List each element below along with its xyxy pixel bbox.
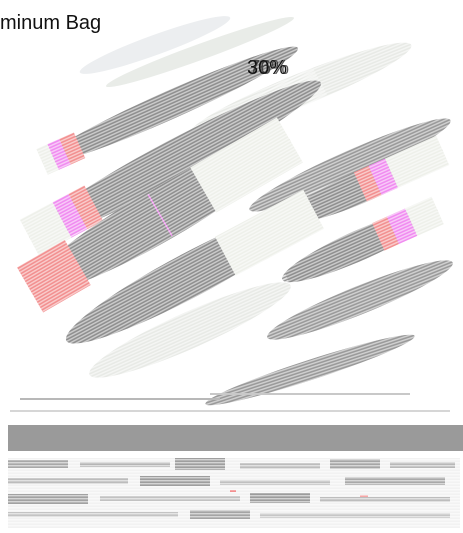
leaf-shape bbox=[262, 249, 458, 351]
scanline-streaks bbox=[10, 393, 450, 412]
overlay-percentage: 30% bbox=[247, 57, 288, 79]
leaf-shape bbox=[105, 16, 295, 88]
leaf-shape bbox=[79, 16, 231, 74]
leaf-shape bbox=[276, 196, 444, 294]
leaf-shape bbox=[36, 35, 304, 175]
overlay-percentage: 76% bbox=[249, 57, 290, 79]
product-title: minum Bag bbox=[0, 12, 102, 34]
glitch-block bbox=[8, 458, 460, 528]
leaf-shape bbox=[280, 135, 450, 235]
gray-band bbox=[8, 425, 463, 451]
leaf-shape bbox=[202, 326, 418, 414]
leaf-shape bbox=[82, 268, 298, 392]
leaf-shape bbox=[56, 189, 324, 361]
leaf-shape bbox=[19, 64, 331, 256]
leaf-shape bbox=[17, 117, 303, 313]
